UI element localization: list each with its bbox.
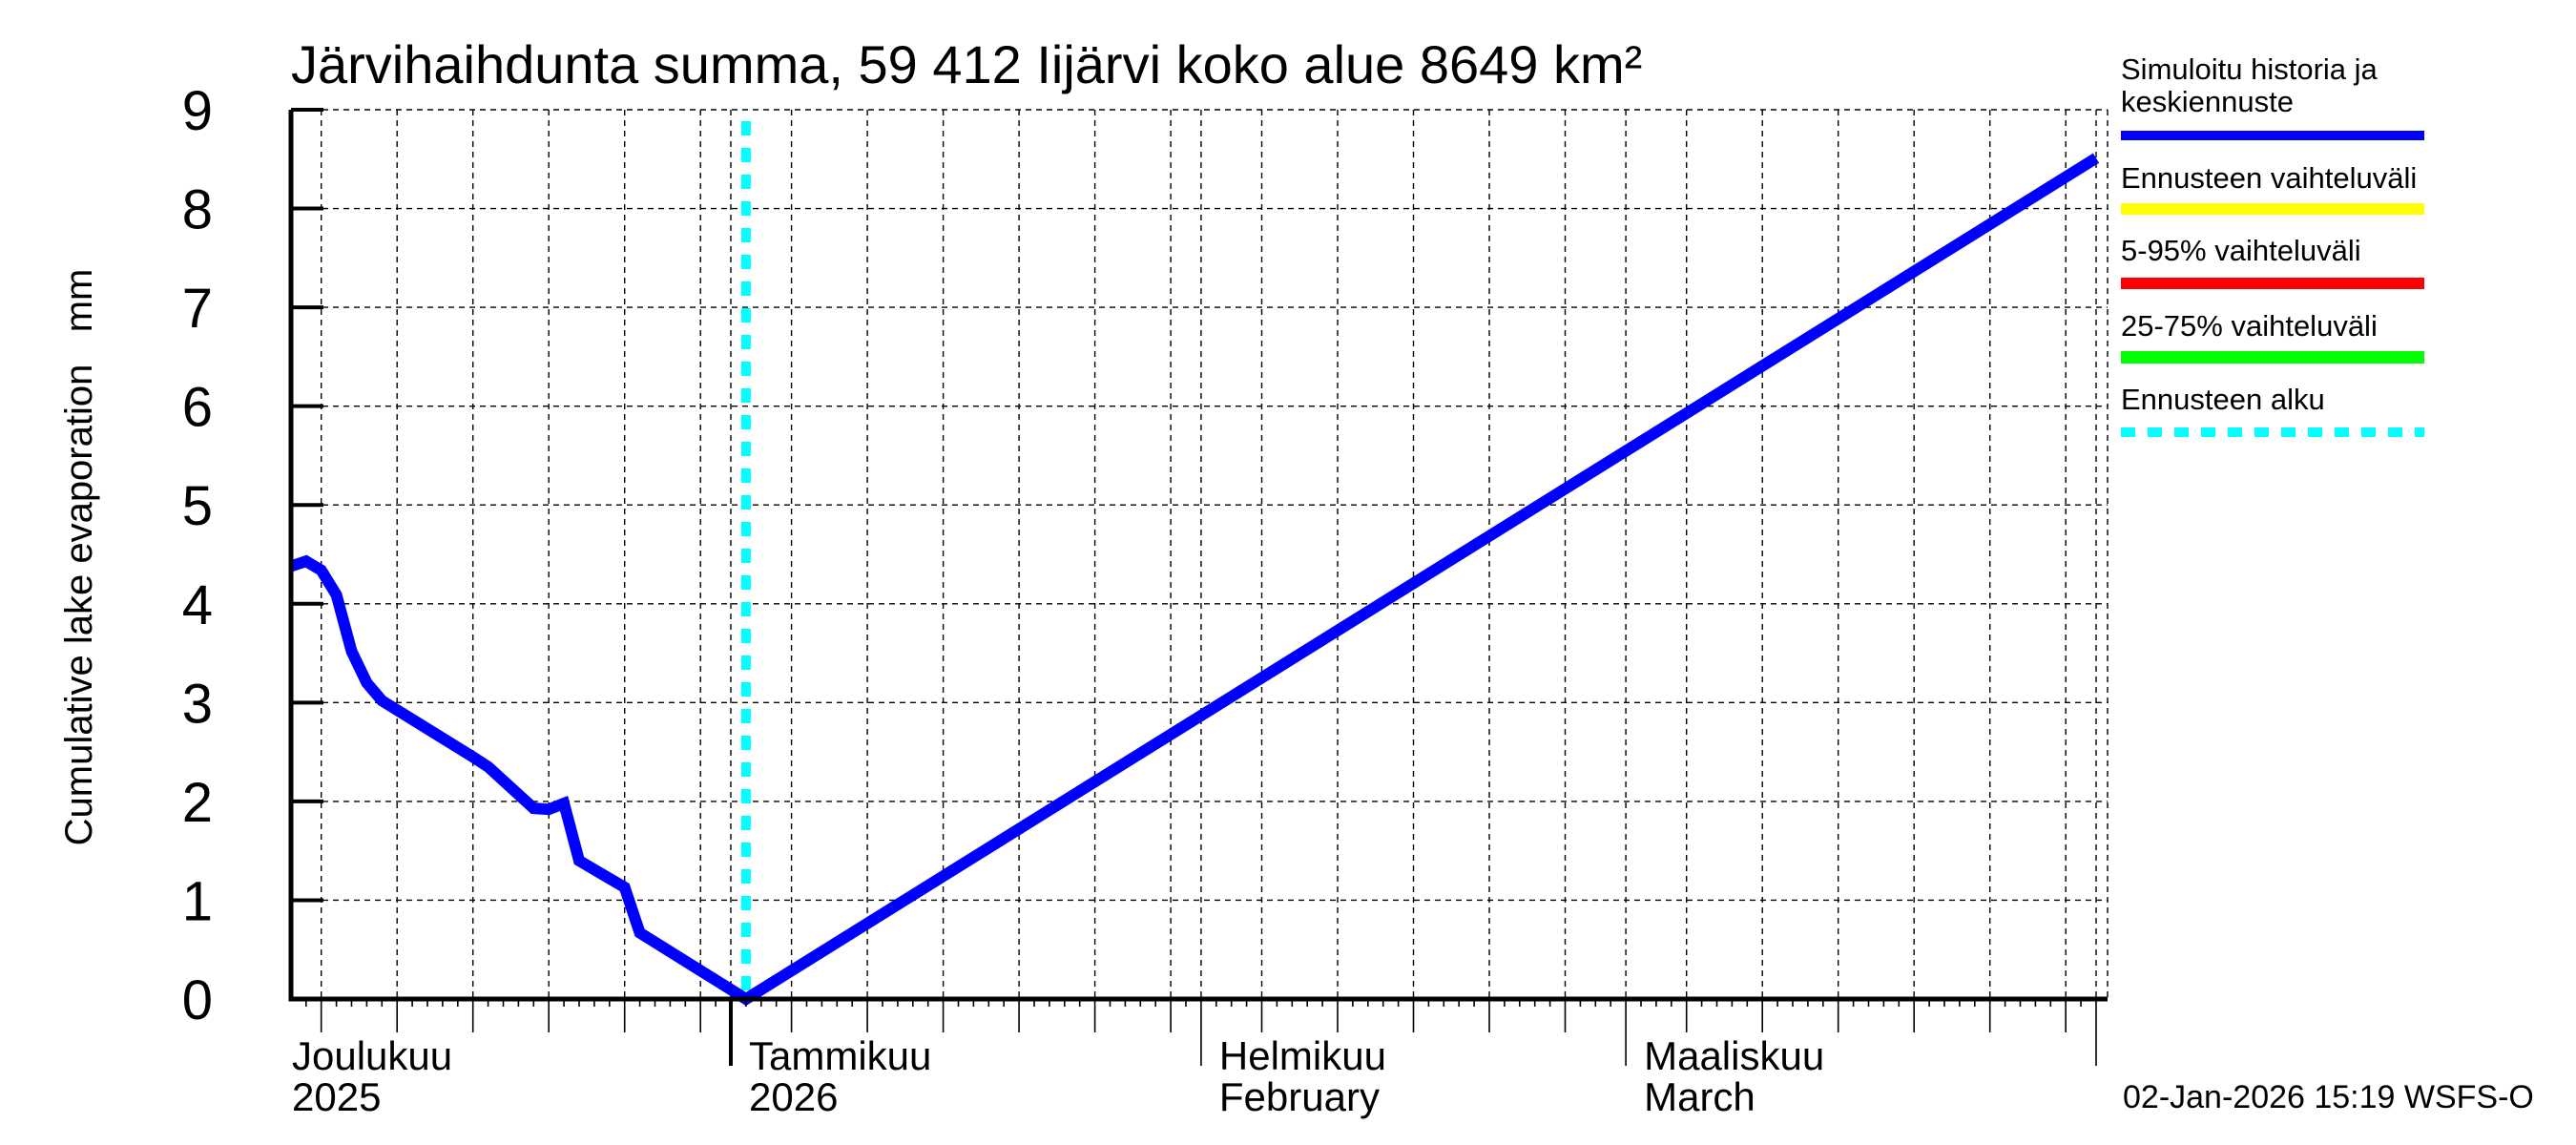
y-tick-label: 8: [182, 179, 213, 241]
y-tick-label: 5: [182, 475, 213, 537]
legend: Simuloitu historia ja keskiennuste Ennus…: [2121, 52, 2424, 437]
legend-label-25-75: 25-75% vaihteluväli: [2121, 309, 2378, 343]
legend-swatch-25-75: [2121, 351, 2424, 364]
y-tick-label: 2: [182, 772, 213, 834]
legend-swatch-simulated: [2121, 131, 2424, 140]
x-month-label: Helmikuu: [1219, 1033, 1386, 1078]
y-axis-label: Cumulative lake evaporation mm: [58, 269, 100, 846]
legend-label-simulated-line2: keskiennuste: [2121, 85, 2294, 118]
x-year-label: 2026: [749, 1074, 838, 1119]
legend-label-forecast-range: Ennusteen vaihteluväli: [2121, 161, 2417, 195]
legend-label-simulated-line1: Simuloitu historia ja: [2121, 52, 2379, 86]
x-year-label: March: [1644, 1074, 1755, 1119]
axis-lines: [288, 110, 2108, 1002]
legend-label-forecast-start: Ennusteen alku: [2121, 383, 2325, 416]
x-month-label: Maaliskuu: [1644, 1033, 1824, 1078]
gridlines: [291, 109, 2109, 999]
y-tick-label: 7: [182, 278, 213, 340]
x-month-label: Joulukuu: [292, 1033, 452, 1078]
legend-swatch-forecast-range: [2121, 203, 2424, 215]
y-tick-label: 3: [182, 673, 213, 735]
y-tick-label: 9: [182, 80, 213, 142]
y-tick-label: 4: [182, 574, 213, 636]
chart-title: Järvihaihdunta summa, 59 412 Iijärvi kok…: [291, 34, 1642, 94]
y-tick-label: 1: [182, 870, 213, 932]
x-year-label: February: [1219, 1074, 1380, 1119]
x-year-label: 2025: [292, 1074, 381, 1119]
y-tick-labels: 0 1 2 3 4 5 6 7 8 9: [182, 80, 213, 1031]
axes: [288, 108, 2108, 1066]
x-month-label: Tammikuu: [749, 1033, 931, 1078]
series-layer: [289, 121, 2100, 1007]
y-tick-label: 0: [182, 969, 213, 1031]
series-line-0: [289, 153, 2100, 1007]
y-tick-label: 6: [182, 377, 213, 439]
timestamp: 02-Jan-2026 15:19 WSFS-O: [2123, 1079, 2534, 1115]
legend-label-5-95: 5-95% vaihteluväli: [2121, 234, 2361, 267]
legend-swatch-5-95: [2121, 278, 2424, 289]
